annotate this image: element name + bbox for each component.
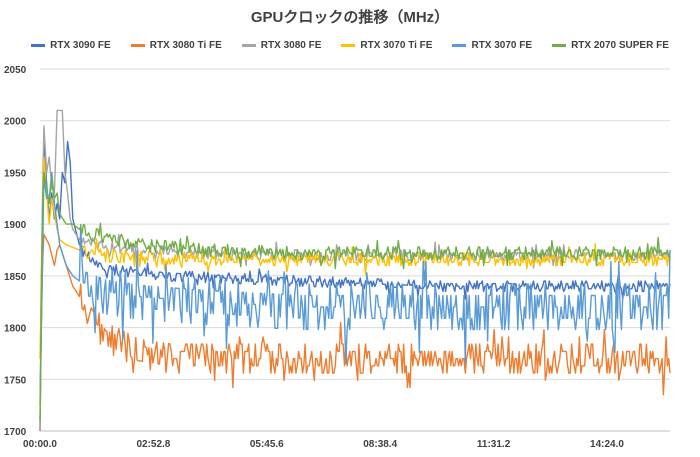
legend-label: RTX 3090 FE [50, 40, 111, 51]
series-line-0 [39, 140, 671, 432]
legend-label: RTX 3070 FE [471, 40, 533, 51]
legend-item: RTX 3080 Ti FE [130, 40, 222, 51]
chart-title: GPUクロックの推移（MHz） [250, 9, 450, 26]
series-line-4 [39, 171, 671, 406]
legend-label: RTX 3080 FE [260, 40, 322, 51]
legend-item: RTX 3070 Ti FE [341, 40, 432, 51]
series-line-1 [39, 233, 671, 432]
x-tick-label: 02:52.8 [136, 439, 170, 450]
legend-item: RTX 3080 FE [241, 40, 322, 51]
series-line-3 [39, 156, 671, 359]
series-line-5 [39, 171, 671, 421]
y-tick-label: 1800 [4, 324, 27, 335]
legend-swatch [130, 44, 145, 47]
legend-item: RTX 3090 FE [31, 40, 111, 51]
legend-swatch [552, 44, 567, 47]
x-tick-label: 14:24.0 [590, 439, 624, 450]
legend-swatch [452, 44, 467, 47]
y-tick-label: 1900 [4, 220, 27, 231]
legend-label: RTX 3080 Ti FE [149, 40, 222, 51]
x-tick-label: 05:45.6 [250, 439, 284, 450]
legend-swatch [31, 44, 46, 47]
y-tick-label: 2000 [4, 117, 27, 128]
y-tick-label: 1750 [4, 375, 27, 386]
x-tick-label: 08:38.4 [363, 439, 397, 450]
y-tick-label: 1700 [4, 427, 27, 438]
legend-item: RTX 3070 FE [452, 40, 532, 51]
legend-swatch [341, 44, 356, 47]
y-tick-label: 1950 [4, 168, 27, 179]
x-tick-label: 00:00.0 [23, 439, 57, 450]
legend: RTX 3090 FE RTX 3080 Ti FE RTX 3080 FE RTX … [0, 40, 700, 51]
legend-label: RTX 2070 SUPER FE [571, 40, 669, 51]
legend-label: RTX 3070 Ti FE [360, 40, 433, 51]
legend-item: RTX 2070 SUPER FE [552, 40, 669, 51]
y-tick-label: 1850 [4, 272, 27, 283]
y-tick-label: 2050 [4, 65, 27, 76]
legend-swatch [241, 44, 256, 47]
x-tick-label: 11:31.2 [477, 439, 511, 450]
